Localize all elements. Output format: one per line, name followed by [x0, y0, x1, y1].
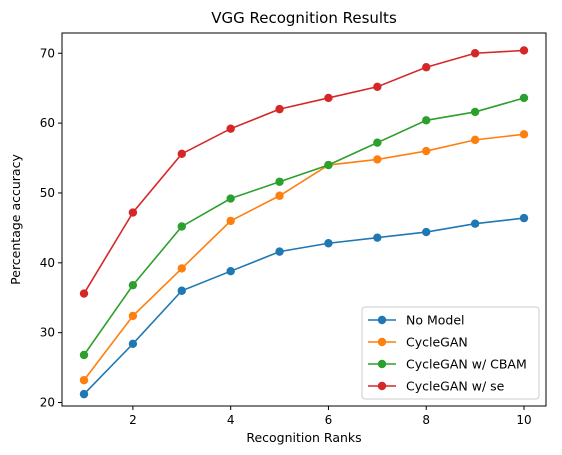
data-point-cyclegan-w-se	[373, 82, 382, 91]
data-point-cyclegan	[275, 191, 284, 200]
legend-frame	[361, 306, 540, 400]
data-point-cyclegan-w-cbam	[324, 160, 333, 170]
data-point-no-model	[79, 389, 89, 399]
data-point-cyclegan-w-cbam	[128, 280, 138, 290]
x-tick-label: 2	[129, 413, 137, 427]
data-point-no-model	[128, 339, 138, 349]
data-point-cyclegan-w-se	[128, 208, 138, 217]
x-axis: 2 4 6 8 10	[129, 406, 532, 427]
data-point-no-model	[422, 227, 431, 237]
data-point-cyclegan	[128, 311, 138, 321]
data-point-cyclegan-w-cbam	[275, 177, 284, 186]
chart-title: VGG Recognition Results	[211, 9, 397, 27]
data-point-no-model	[470, 219, 480, 228]
y-tick-label: 30	[40, 326, 55, 340]
data-point-cyclegan-w-se	[226, 124, 235, 133]
series-line-cyclegan-w-cbam	[83, 97, 525, 356]
legend-label: CycleGAN w/ CBAM	[406, 357, 527, 372]
data-point-cyclegan-w-se	[422, 63, 431, 72]
data-point-cyclegan-w-cbam	[177, 222, 186, 231]
data-point-cyclegan-w-cbam	[79, 350, 89, 360]
data-point-cyclegan-w-se	[470, 49, 480, 58]
plot-frame	[61, 32, 547, 407]
legend-item-cyclegan: CycleGAN	[368, 335, 468, 350]
series-cyclegan-w-cbam	[79, 93, 529, 360]
legend-label: No Model	[406, 313, 465, 328]
data-point-cyclegan-w-cbam	[422, 116, 431, 125]
data-point-cyclegan	[422, 146, 431, 156]
data-point-cyclegan-w-cbam	[519, 93, 529, 103]
x-tick-label: 8	[422, 413, 430, 427]
data-point-no-model	[373, 233, 382, 242]
data-point-cyclegan-w-se	[79, 289, 89, 298]
data-point-cyclegan-w-se	[324, 93, 333, 103]
data-point-no-model	[275, 247, 284, 256]
y-tick-label: 70	[40, 46, 55, 60]
data-point-cyclegan	[226, 216, 235, 226]
data-point-no-model	[226, 266, 235, 276]
data-point-cyclegan-w-se	[177, 149, 186, 159]
x-tick-label: 6	[325, 413, 333, 427]
y-axis: 20 30 40 50 60 70	[40, 46, 62, 410]
legend-item-cyclegan-w-se: CycleGAN w/ se	[368, 379, 505, 394]
series-no-model	[79, 213, 529, 399]
legend-item-no-model: No Model	[368, 313, 465, 328]
data-point-cyclegan	[177, 264, 186, 273]
data-point-cyclegan	[470, 135, 480, 145]
legend-label: CycleGAN	[406, 335, 468, 350]
x-tick-label: 4	[227, 413, 235, 427]
plot-area	[61, 32, 547, 407]
y-tick-label: 40	[40, 256, 55, 270]
data-point-cyclegan-w-cbam	[373, 138, 382, 147]
x-axis-label: Recognition Ranks	[246, 430, 361, 445]
data-point-cyclegan-w-se	[519, 46, 529, 55]
y-tick-label: 60	[40, 116, 55, 130]
series-line-cyclegan	[83, 133, 525, 381]
data-point-cyclegan-w-cbam	[470, 107, 480, 117]
data-point-cyclegan	[79, 375, 89, 385]
y-tick-label: 20	[40, 396, 55, 410]
data-point-cyclegan	[519, 130, 529, 139]
data-point-cyclegan-w-cbam	[226, 194, 235, 203]
series-cyclegan	[79, 130, 529, 385]
legend-item-cyclegan-w-cbam: CycleGAN w/ CBAM	[368, 357, 527, 372]
data-point-no-model	[519, 213, 529, 223]
x-tick-label: 10	[516, 413, 531, 427]
y-axis-label: Percentage accuracy	[8, 154, 23, 285]
legend-swatch-marker	[377, 359, 387, 369]
legend: No Model CycleGAN CycleGAN w/ CBAM CycleGAN…	[361, 306, 540, 400]
series-line-cyclegan-w-se	[83, 49, 525, 294]
legend-label: CycleGAN w/ se	[406, 379, 505, 394]
data-point-cyclegan-w-se	[275, 104, 284, 114]
legend-swatch-marker	[377, 315, 387, 325]
data-point-no-model	[177, 286, 186, 295]
data-point-no-model	[324, 239, 333, 248]
series-layer	[79, 46, 529, 399]
legend-swatch-marker	[377, 337, 387, 347]
legend-swatch-marker	[377, 381, 387, 391]
data-point-cyclegan	[373, 155, 382, 164]
y-tick-label: 50	[40, 186, 55, 200]
series-line-no-model	[83, 217, 525, 395]
series-cyclegan-w-se	[79, 46, 529, 298]
